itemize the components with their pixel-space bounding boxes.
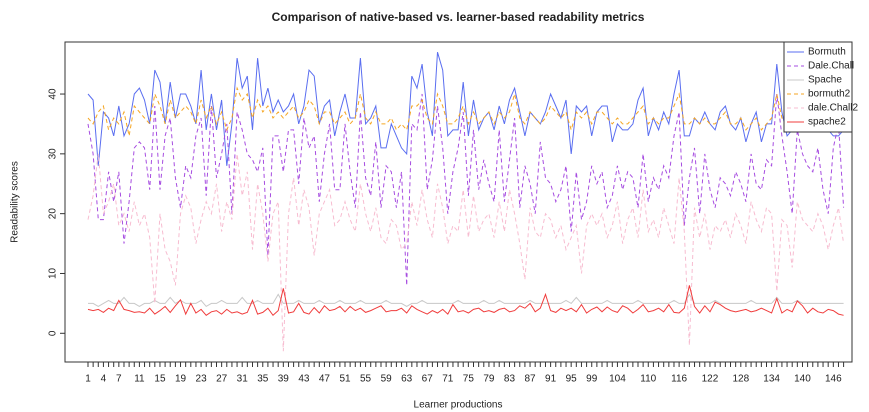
series-line — [87, 86, 844, 137]
x-tick-label: 91 — [545, 374, 557, 385]
x-tick-label: 79 — [483, 374, 495, 385]
x-tick-label: 19 — [175, 374, 187, 385]
x-tick-label: 67 — [422, 374, 434, 385]
x-tick-label: 39 — [278, 374, 290, 385]
x-tick-label: 59 — [381, 374, 393, 385]
x-tick-label: 104 — [609, 374, 626, 385]
x-tick-label: 43 — [298, 374, 310, 385]
series-line — [87, 93, 845, 286]
x-tick-label: 7 — [116, 374, 122, 385]
y-tick-label: 40 — [48, 88, 59, 100]
legend-label: bormuth2 — [808, 89, 851, 100]
legend-label: Dale.Chall — [808, 61, 854, 72]
x-tick-label: 146 — [825, 374, 842, 385]
series-line — [87, 52, 844, 166]
x-tick-label: 51 — [339, 374, 351, 385]
y-tick-label: 0 — [48, 330, 59, 336]
series-line — [88, 293, 844, 308]
y-tick-label: 30 — [48, 148, 59, 160]
legend-box — [783, 41, 853, 133]
x-tick-label: 134 — [763, 374, 780, 385]
x-tick-label: 128 — [732, 374, 749, 385]
x-tick-label: 87 — [524, 374, 536, 385]
series-line — [87, 153, 845, 352]
x-tick-label: 11 — [134, 374, 145, 385]
x-tick-label: 31 — [237, 374, 249, 385]
x-tick-label: 35 — [257, 374, 269, 385]
y-tick-label: 20 — [48, 208, 59, 220]
x-tick-label: 63 — [401, 374, 413, 385]
series-line — [87, 285, 844, 317]
x-tick-label: 15 — [154, 374, 166, 385]
x-axis-label: Learner productions — [414, 400, 503, 411]
x-tick-label: 95 — [566, 374, 578, 385]
x-tick-label: 4 — [101, 374, 107, 385]
legend-label: Bormuth — [808, 47, 846, 58]
x-tick-label: 83 — [504, 374, 516, 385]
x-tick-label: 140 — [794, 374, 811, 385]
x-tick-label: 55 — [360, 374, 372, 385]
x-tick-label: 71 — [442, 374, 454, 385]
chart-title: Comparison of native-based vs. learner-b… — [272, 10, 645, 24]
x-tick-label: 116 — [671, 374, 687, 385]
x-tick-label: 110 — [640, 374, 656, 385]
legend-label: spache2 — [808, 117, 846, 128]
x-tick-label: 23 — [196, 374, 208, 385]
x-tick-label: 122 — [702, 374, 719, 385]
legend-label: dale.Chall2 — [808, 103, 858, 114]
x-tick-label: 47 — [319, 374, 331, 385]
x-tick-label: 1 — [85, 374, 91, 385]
x-tick-label: 99 — [586, 374, 598, 385]
x-tick-label: 75 — [463, 374, 475, 385]
plot-frame — [64, 41, 853, 363]
x-tick-label: 27 — [216, 374, 228, 385]
legend-label: Spache — [808, 75, 842, 86]
y-axis-label: Readability scores — [10, 161, 21, 243]
y-tick-label: 10 — [48, 267, 59, 279]
